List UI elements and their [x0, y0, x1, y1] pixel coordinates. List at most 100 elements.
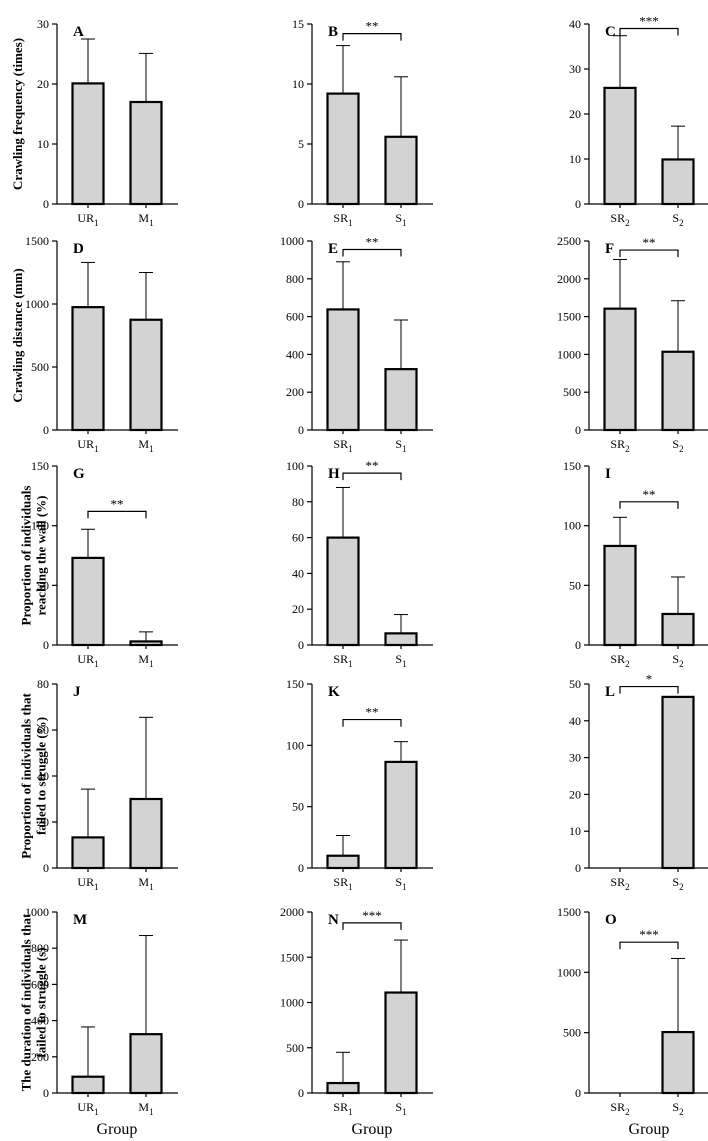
category-label: UR1: [77, 211, 98, 228]
y-tick-label: 10: [569, 824, 581, 838]
y-tick-label: 20: [569, 107, 581, 121]
bar: [71, 306, 105, 432]
category-label: UR1: [77, 1100, 98, 1117]
significance-label: **: [366, 235, 379, 250]
bar: [384, 760, 418, 870]
bar: [661, 1030, 695, 1095]
y-tick-label: 2500: [557, 234, 581, 248]
y-tick-label: 80: [292, 495, 304, 509]
y-tick-label: 800: [286, 272, 304, 286]
y-tick-label: 600: [31, 977, 49, 991]
category-label: SR2: [610, 1100, 629, 1117]
category-label: S1: [395, 1100, 406, 1117]
y-tick-label: 100: [31, 519, 49, 533]
significance-label: **: [643, 487, 656, 502]
panel-letter: O: [605, 912, 617, 928]
category-label: SR2: [610, 211, 629, 228]
category-label: S2: [672, 1100, 683, 1117]
category-label: S1: [395, 652, 406, 669]
y-tick-label: 1000: [280, 234, 304, 248]
y-tick-label: 200: [286, 385, 304, 399]
y-tick-label: 1500: [280, 950, 304, 964]
panel-letter: K: [328, 684, 340, 700]
bar: [661, 612, 695, 647]
bar: [384, 991, 418, 1095]
panel-C: 0 10 20 30 40 SR2 S2 *** C: [569, 14, 708, 228]
y-tick-label: 1000: [557, 965, 581, 979]
significance-bracket: [342, 33, 402, 41]
panel-E: 0 200 400 600 800 1000 SR1 S1 ** E: [280, 234, 433, 454]
row-ylabel: Proportion of individuals thatfailed to …: [19, 693, 49, 859]
y-tick-label: 40: [37, 769, 49, 783]
y-tick-label: 150: [563, 459, 581, 473]
bar: [384, 135, 418, 206]
y-tick-label: 0: [575, 423, 581, 437]
y-tick-label: 2000: [280, 905, 304, 919]
bar: [326, 536, 360, 647]
y-tick-label: 20: [37, 815, 49, 829]
bar: [71, 1075, 105, 1095]
category-label: M1: [138, 652, 153, 669]
significance-bracket: [619, 27, 679, 36]
y-tick-label: 1500: [25, 234, 49, 248]
category-label: M1: [138, 211, 153, 228]
y-tick-label: 15: [292, 17, 304, 31]
y-tick-label: 50: [569, 578, 581, 592]
panel-I: 0 50 100 150 SR2 S2 ** I: [563, 459, 708, 669]
category-label: UR1: [77, 437, 98, 454]
category-label: SR1: [333, 437, 352, 454]
bar: [129, 100, 163, 206]
y-tick-label: 40: [292, 566, 304, 580]
x-axis-title: Group: [97, 1121, 138, 1138]
y-tick-label: 150: [31, 459, 49, 473]
y-tick-label: 600: [286, 310, 304, 324]
significance-bracket: [619, 685, 679, 694]
panel-letter: I: [605, 466, 611, 482]
bar: [661, 350, 695, 432]
significance-label: *: [646, 672, 653, 687]
y-tick-label: 0: [575, 861, 581, 875]
y-tick-label: 100: [286, 459, 304, 473]
panel-A: 0 10 20 30 UR1 M1 A: [37, 17, 178, 228]
y-tick-label: 0: [575, 638, 581, 652]
category-label: UR1: [77, 652, 98, 669]
y-tick-label: 0: [43, 638, 49, 652]
bar: [603, 307, 637, 432]
panel-letter: N: [328, 912, 339, 928]
significance-label: **: [366, 705, 379, 720]
significance-bracket: [87, 510, 147, 519]
bar: [326, 92, 360, 206]
bar: [129, 1033, 163, 1095]
y-tick-label: 0: [43, 1086, 49, 1100]
y-tick-label: 0: [298, 197, 304, 211]
category-label: SR1: [333, 875, 352, 892]
category-label: SR1: [333, 652, 352, 669]
y-tick-label: 0: [575, 1086, 581, 1100]
category-label: S2: [672, 875, 683, 892]
panel-L: 0 10 20 30 40 50 SR2 S2 * L: [569, 672, 708, 892]
bar: [129, 318, 163, 432]
y-tick-label: 0: [43, 861, 49, 875]
bar: [661, 158, 695, 206]
y-tick-label: 20: [37, 77, 49, 91]
y-tick-label: 50: [292, 800, 304, 814]
bar: [326, 1081, 360, 1095]
bar: [661, 695, 695, 870]
y-tick-label: 0: [575, 197, 581, 211]
category-label: SR2: [610, 652, 629, 669]
y-tick-label: 1000: [280, 996, 304, 1010]
y-tick-label: 40: [569, 17, 581, 31]
y-tick-label: 0: [298, 638, 304, 652]
significance-bracket: [342, 248, 402, 257]
row-ylabel: Crawling distance (mm): [10, 268, 25, 402]
y-tick-label: 500: [563, 1026, 581, 1040]
y-tick-label: 30: [569, 751, 581, 765]
y-tick-label: 50: [569, 677, 581, 691]
significance-bracket: [342, 922, 402, 930]
y-tick-label: 0: [298, 423, 304, 437]
y-tick-label: 1000: [25, 905, 49, 919]
panel-letter: L: [605, 684, 615, 700]
category-label: M1: [138, 875, 153, 892]
panel-J: 0 20 40 60 80 UR1 M1 J: [37, 677, 178, 892]
